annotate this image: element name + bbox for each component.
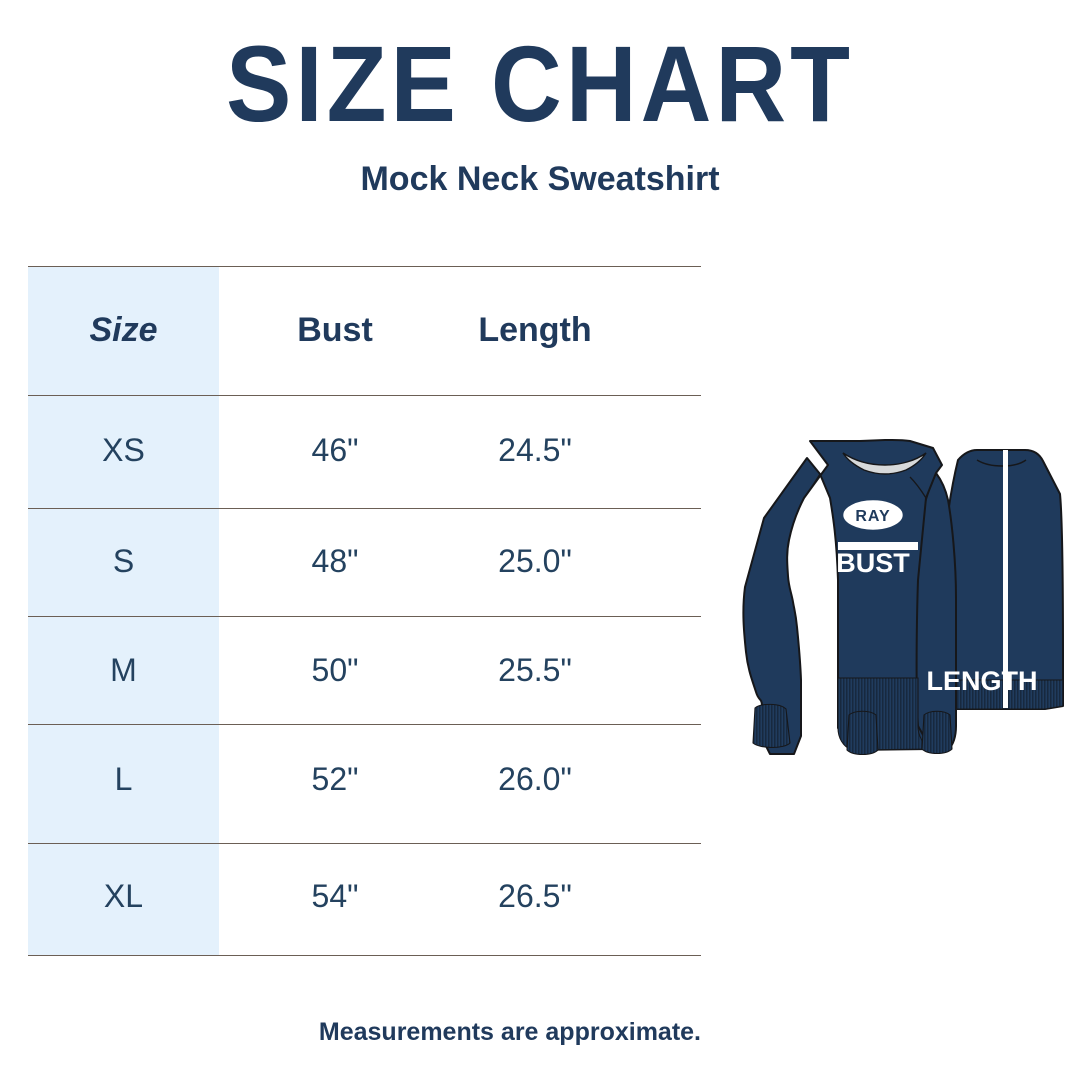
svg-text:RAY: RAY — [855, 508, 890, 525]
svg-text:LENGTH: LENGTH — [927, 666, 1038, 696]
svg-text:BUST: BUST — [836, 548, 910, 578]
